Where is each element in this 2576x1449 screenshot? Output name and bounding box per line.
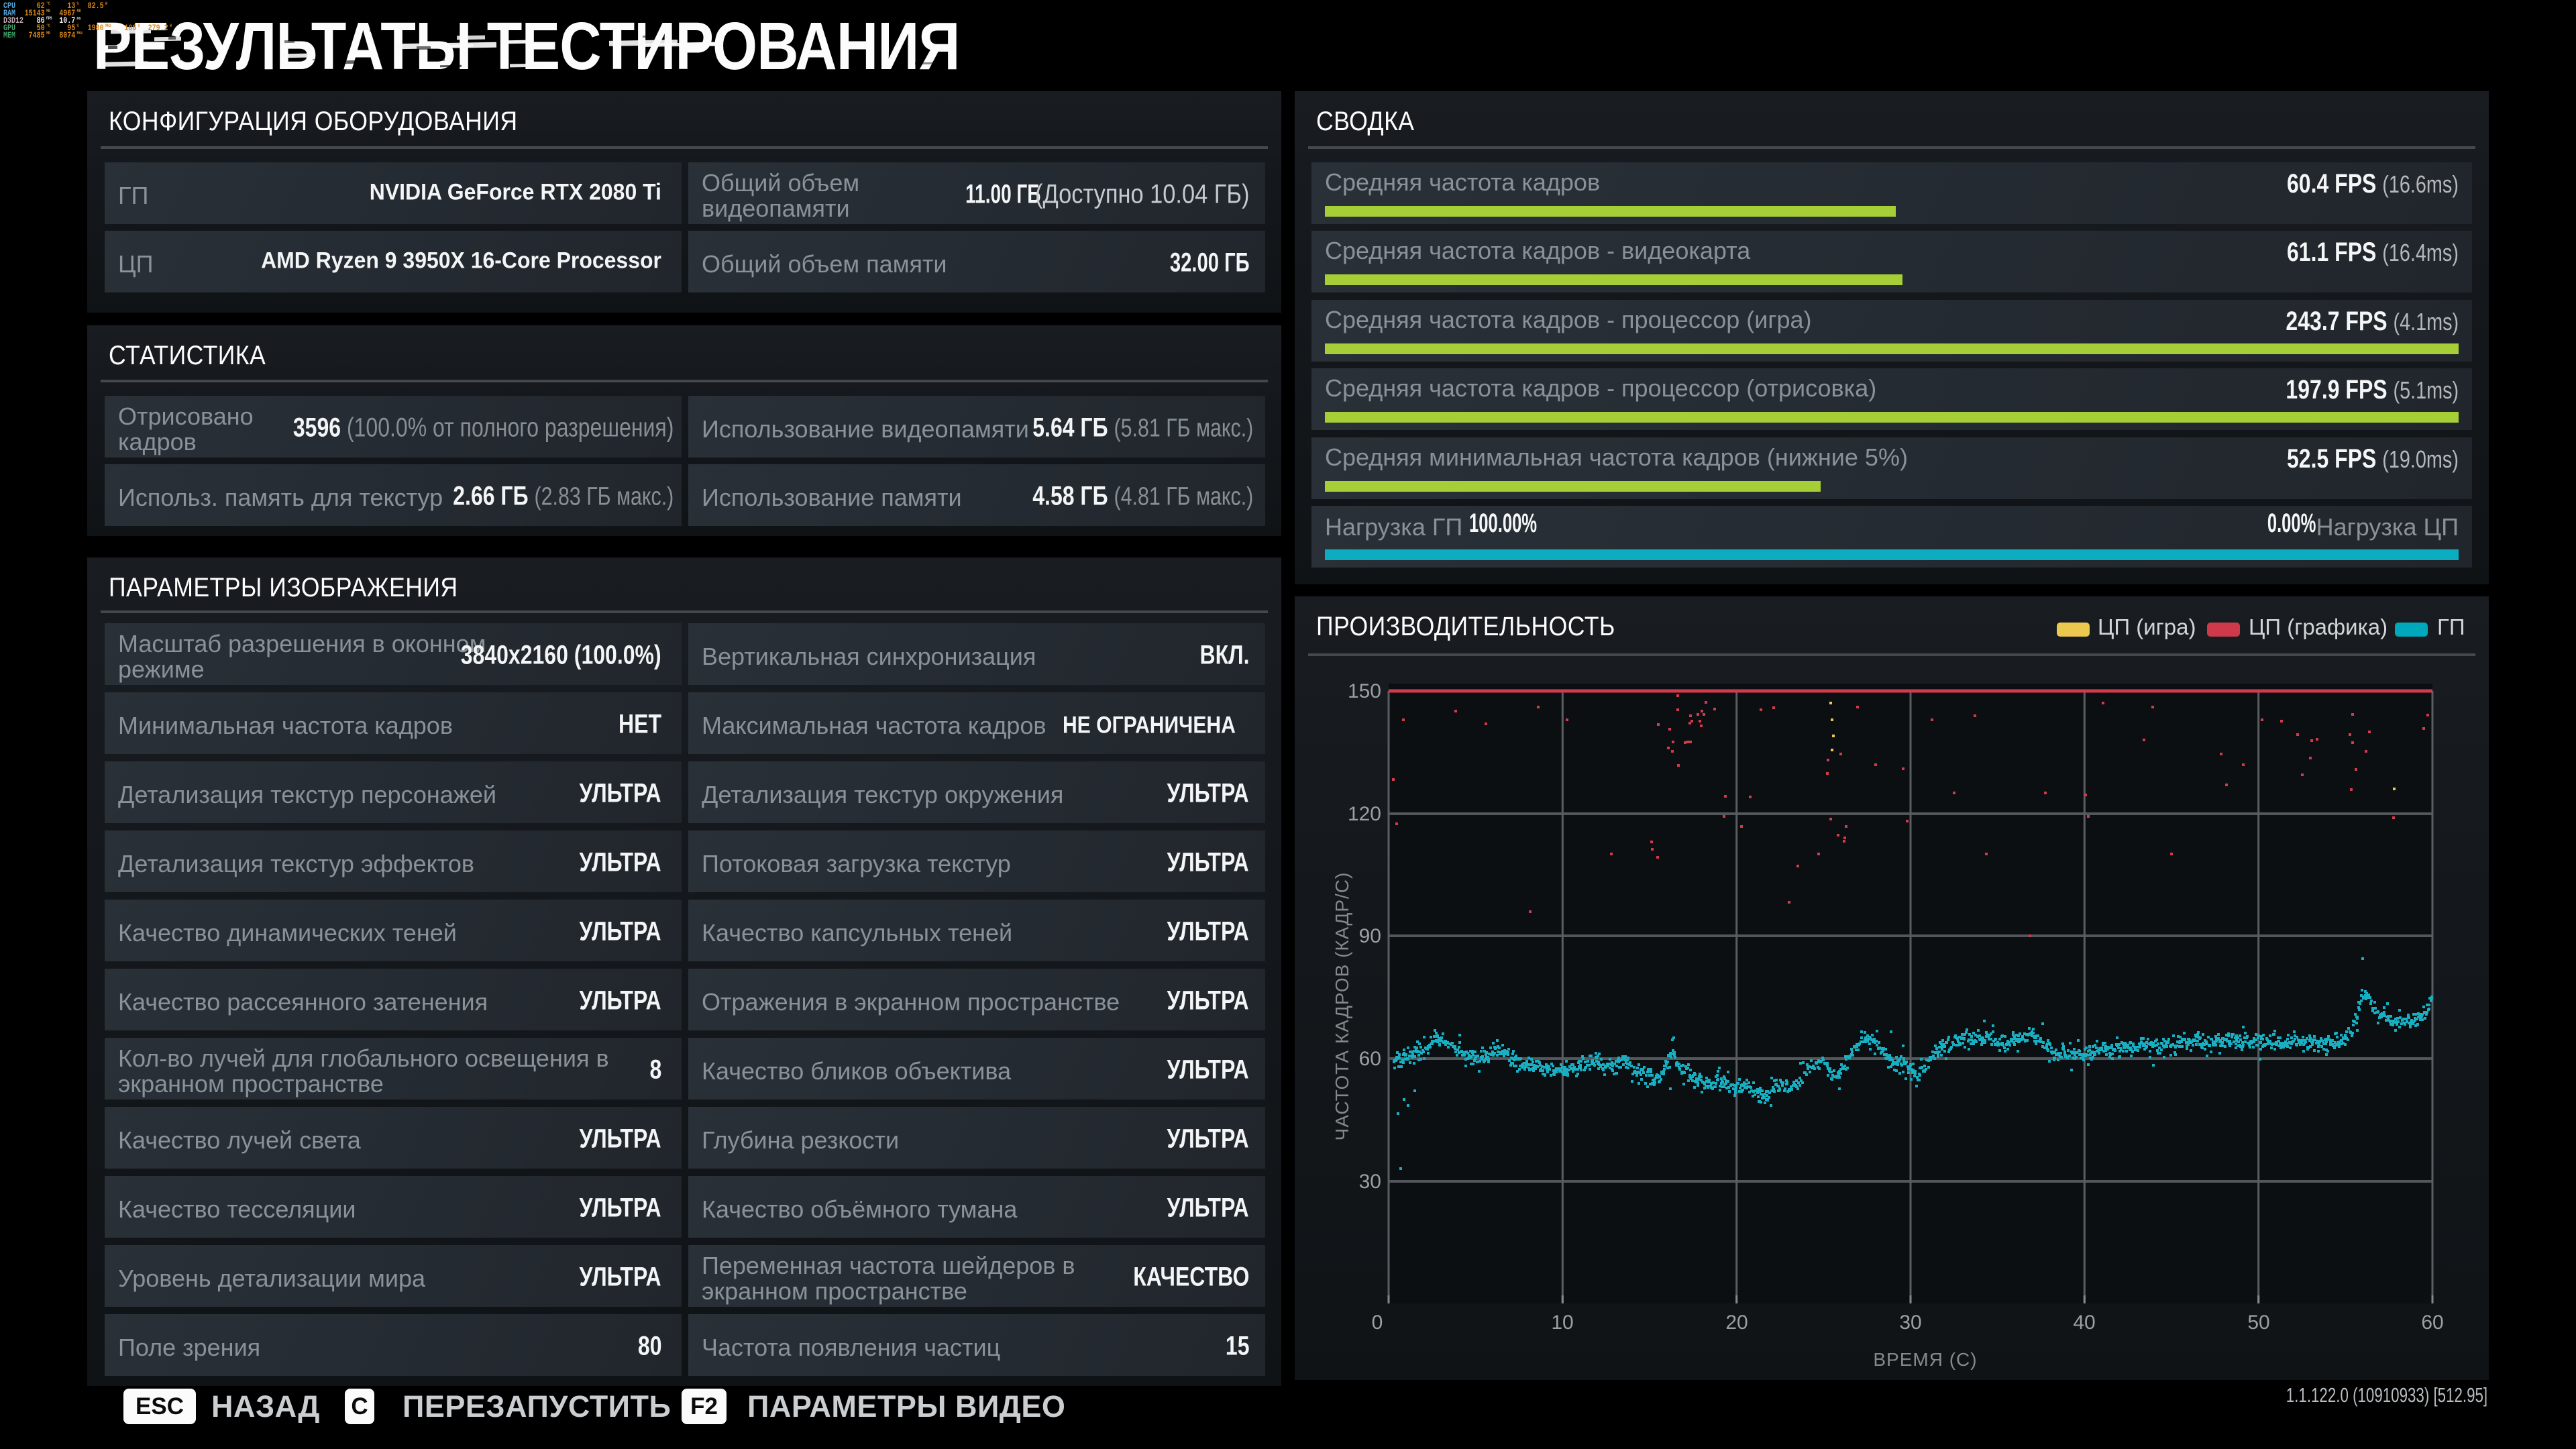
svg-text:60: 60 [2421,1311,2443,1334]
svg-text:150: 150 [1348,680,1381,702]
svg-text:30: 30 [1899,1311,1921,1334]
svg-text:30: 30 [1359,1171,1381,1193]
svg-text:0: 0 [1372,1311,1383,1334]
svg-text:10: 10 [1551,1311,1573,1334]
svg-text:ЧАСТОТА КАДРОВ (КАДР/С): ЧАСТОТА КАДРОВ (КАДР/С) [1332,872,1352,1141]
svg-text:ВРЕМЯ (С): ВРЕМЯ (С) [1873,1349,1977,1370]
svg-text:120: 120 [1348,803,1381,825]
svg-text:90: 90 [1359,925,1381,947]
svg-text:60: 60 [1359,1048,1381,1070]
svg-text:50: 50 [2247,1311,2269,1334]
svg-text:40: 40 [2073,1311,2095,1334]
svg-text:20: 20 [1725,1311,1748,1334]
